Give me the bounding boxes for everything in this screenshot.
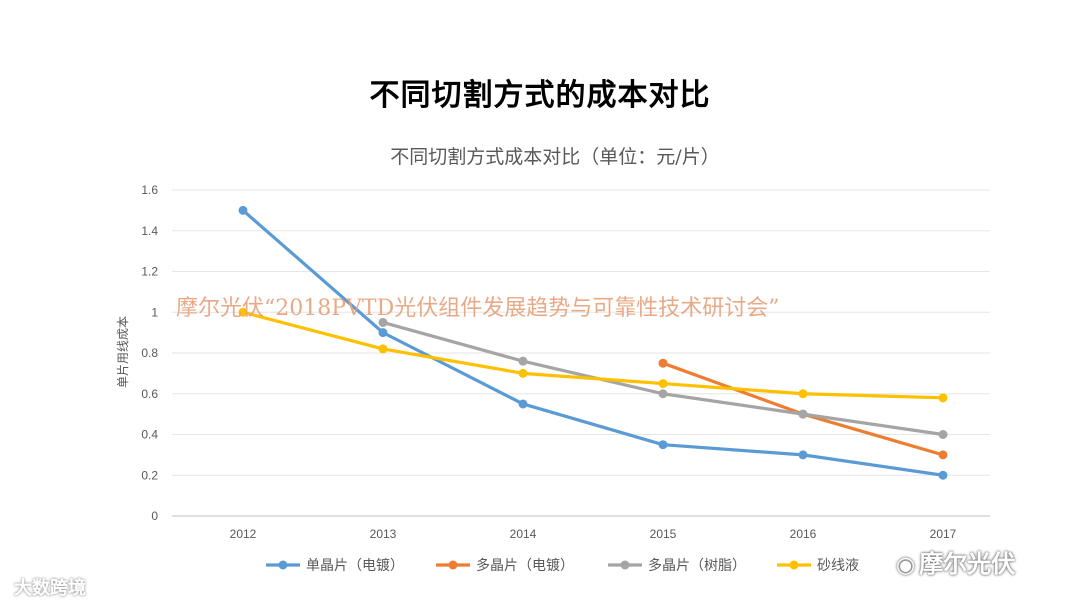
legend-marker — [620, 560, 630, 570]
y-tick-label: 1.4 — [141, 224, 158, 238]
slide-title: 不同切割方式的成本对比 — [369, 78, 711, 113]
data-point — [238, 307, 248, 317]
series-line — [661, 361, 945, 457]
chart-title: 不同切割方式成本对比（单位：元/片） — [390, 146, 719, 168]
series-line — [241, 208, 945, 477]
watermark-logo: 大数跨境 — [14, 574, 86, 600]
data-point — [798, 409, 808, 419]
data-point — [658, 389, 668, 399]
data-point — [518, 356, 528, 366]
gridlines — [172, 189, 990, 517]
legend-marker — [448, 560, 458, 570]
legend-label: 多晶片（电镀） — [476, 557, 574, 574]
wechat-brand: ◉ 摩尔光伏 — [896, 544, 1015, 579]
data-point — [238, 205, 248, 215]
data-point — [938, 393, 948, 403]
x-tick-label: 2015 — [650, 527, 677, 541]
series-1 — [658, 358, 948, 460]
brand-name: 摩尔光伏 — [919, 550, 1016, 578]
series-2 — [378, 317, 948, 439]
y-tick-label: 1.6 — [141, 183, 158, 197]
legend-marker — [278, 560, 288, 570]
data-point — [798, 389, 808, 399]
data-point — [658, 379, 668, 389]
data-point — [798, 450, 808, 460]
y-tick-label: 1.2 — [141, 265, 158, 279]
data-point — [518, 368, 528, 378]
y-tick-label: 0.2 — [141, 468, 158, 482]
x-tick-label: 2016 — [790, 527, 817, 541]
y-tick-label: 0.8 — [141, 346, 158, 360]
data-point — [938, 430, 948, 439]
data-point — [658, 358, 668, 368]
y-tick-label: 0 — [151, 509, 158, 523]
y-axis-ticks: 0 0.2 0.4 0.6 0.8 1 1.2 1.4 1.6 — [141, 183, 158, 523]
series-3 — [238, 307, 948, 403]
legend-label: 多晶片（树脂） — [648, 557, 746, 574]
data-point — [658, 440, 668, 450]
data-point — [378, 328, 388, 338]
data-point — [378, 317, 388, 327]
data-point — [938, 470, 948, 480]
overlay-watermark-text: 摩尔光伏“2018PVTD光伏组件发展趋势与可靠性技术研讨会” — [176, 296, 780, 321]
series-group — [238, 205, 948, 480]
series-line — [241, 310, 945, 400]
x-axis-ticks: 2012 2013 2014 2015 2016 2017 — [230, 527, 957, 541]
y-tick-label: 0.4 — [141, 428, 158, 442]
x-tick-label: 2012 — [230, 527, 257, 541]
data-point — [378, 344, 388, 354]
wechat-icon: ◉ — [896, 553, 916, 578]
y-tick-label: 1 — [151, 305, 158, 319]
series-0 — [238, 205, 948, 480]
legend-label: 砂线液 — [817, 558, 859, 574]
data-point — [518, 399, 528, 409]
y-axis-label: 单片用线成本 — [116, 316, 130, 388]
legend: 单晶片（电镀） 多晶片（电镀） 多晶片（树脂） 砂线液 — [266, 557, 859, 574]
watermark-text: 大数跨境 — [14, 578, 86, 599]
legend-label: 单晶片（电镀） — [306, 557, 404, 574]
series-line — [381, 320, 945, 437]
data-point — [938, 450, 948, 460]
x-tick-label: 2014 — [510, 527, 537, 541]
y-tick-label: 0.6 — [141, 387, 158, 401]
x-tick-label: 2013 — [370, 527, 397, 541]
legend-marker — [789, 560, 799, 570]
x-tick-label: 2017 — [930, 527, 957, 541]
